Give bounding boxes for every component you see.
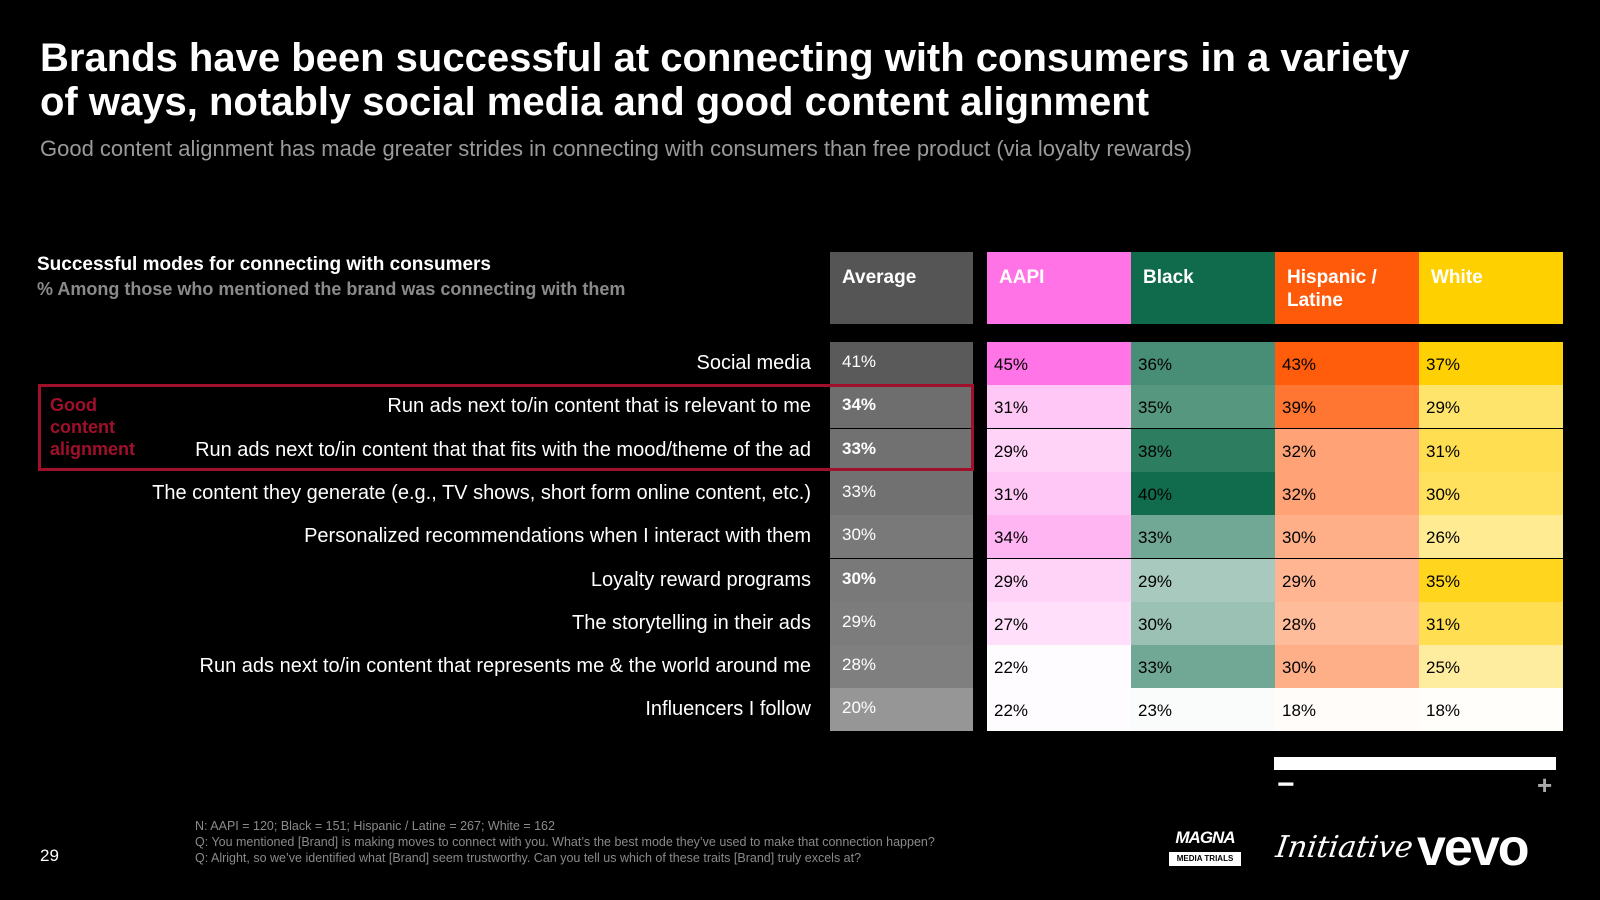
average-value: 28% (830, 645, 973, 688)
header-hispanic-latine: Hispanic / Latine (1275, 252, 1419, 324)
value-cell: 28% (1275, 602, 1419, 645)
value-cell: 39% (1275, 385, 1419, 428)
value-cell: 30% (1131, 602, 1275, 645)
header-black: Black (1131, 252, 1275, 324)
value-cell: 25% (1419, 645, 1563, 688)
value-cell: 29% (1419, 385, 1563, 428)
value-cell: 32% (1275, 472, 1419, 515)
value-cell: 38% (1131, 429, 1275, 472)
value-cell: 43% (1275, 342, 1419, 385)
magna-logo: MAGNA (1175, 828, 1235, 847)
page-number: 29 (40, 846, 59, 865)
value-cell: 34% (987, 515, 1131, 558)
row-label: Influencers I follow (645, 698, 811, 720)
header-aapi: AAPI (987, 252, 1131, 324)
average-value: 34% (830, 385, 973, 428)
value-cell: 29% (987, 429, 1131, 472)
value-cell: 45% (987, 342, 1131, 385)
page-subtitle: Good content alignment has made greater … (40, 136, 1192, 161)
value-cell: 35% (1419, 559, 1563, 602)
average-value: 33% (830, 429, 973, 472)
average-value: 30% (830, 515, 973, 558)
value-cell: 22% (987, 645, 1131, 688)
row-label: Run ads next to/in content that is relev… (387, 395, 811, 417)
value-cell: 31% (987, 385, 1131, 428)
header-average: Average (830, 252, 973, 324)
value-cell: 18% (1275, 688, 1419, 731)
value-cell: 36% (1131, 342, 1275, 385)
row-label: Personalized recommendations when I inte… (304, 525, 811, 547)
value-cell: 27% (987, 602, 1131, 645)
value-cell: 37% (1419, 342, 1563, 385)
footnote-question-2: Q: Alright, so we’ve identified what [Br… (195, 851, 862, 865)
good-content-alignment-label: Good content alignment (50, 395, 136, 459)
value-cell: 32% (1275, 429, 1419, 472)
value-cell: 22% (987, 688, 1131, 731)
row-label: The storytelling in their ads (571, 612, 811, 634)
initiative-logo: Initiative (1273, 830, 1416, 865)
magna-logo-subtext: MEDIA TRIALS (1169, 852, 1241, 866)
average-value: 41% (830, 342, 973, 385)
row-label: Run ads next to/in content that represen… (199, 655, 811, 677)
value-cell: 30% (1419, 472, 1563, 515)
header-white: White (1419, 252, 1563, 324)
row-label: The content they generate (e.g., TV show… (152, 482, 811, 504)
row-label: Loyalty reward programs (590, 569, 811, 591)
value-cell: 23% (1131, 688, 1275, 731)
chart-heading: Successful modes for connecting with con… (37, 254, 491, 275)
scale-minus-icon: − (1277, 768, 1295, 801)
average-value: 30% (830, 559, 973, 602)
value-cell: 30% (1275, 515, 1419, 558)
value-cell: 35% (1131, 385, 1275, 428)
average-value: 33% (830, 472, 973, 515)
value-cell: 29% (1131, 559, 1275, 602)
value-cell: 33% (1131, 515, 1275, 558)
page-title: Brands have been successful at connectin… (40, 36, 1410, 124)
footnotes: N: AAPI = 120; Black = 151; Hispanic / L… (195, 818, 935, 866)
value-cell: 29% (1275, 559, 1419, 602)
value-cell: 18% (1419, 688, 1563, 731)
value-cell: 33% (1131, 645, 1275, 688)
scale-plus-icon: + (1537, 770, 1553, 800)
vevo-logo: vevo (1417, 819, 1530, 877)
value-cell: 30% (1275, 645, 1419, 688)
average-value: 29% (830, 602, 973, 645)
value-cell: 26% (1419, 515, 1563, 558)
value-cell: 29% (987, 559, 1131, 602)
footnote-question-1: Q: You mentioned [Brand] is making moves… (195, 835, 935, 849)
row-label: Run ads next to/in content that that fit… (195, 439, 811, 461)
value-cell: 40% (1131, 472, 1275, 515)
row-label: Social media (696, 352, 811, 374)
color-scale-bar (1274, 757, 1556, 770)
value-cell: 31% (1419, 429, 1563, 472)
average-value: 20% (830, 688, 973, 731)
value-cell: 31% (987, 472, 1131, 515)
footnote-sample: N: AAPI = 120; Black = 151; Hispanic / L… (195, 819, 555, 833)
chart-subheading: % Among those who mentioned the brand wa… (37, 279, 626, 299)
value-cell: 31% (1419, 602, 1563, 645)
